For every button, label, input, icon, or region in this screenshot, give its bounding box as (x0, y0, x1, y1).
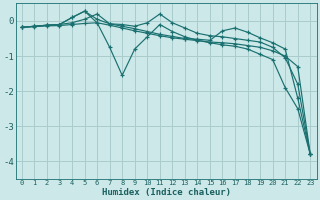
X-axis label: Humidex (Indice chaleur): Humidex (Indice chaleur) (101, 188, 231, 197)
